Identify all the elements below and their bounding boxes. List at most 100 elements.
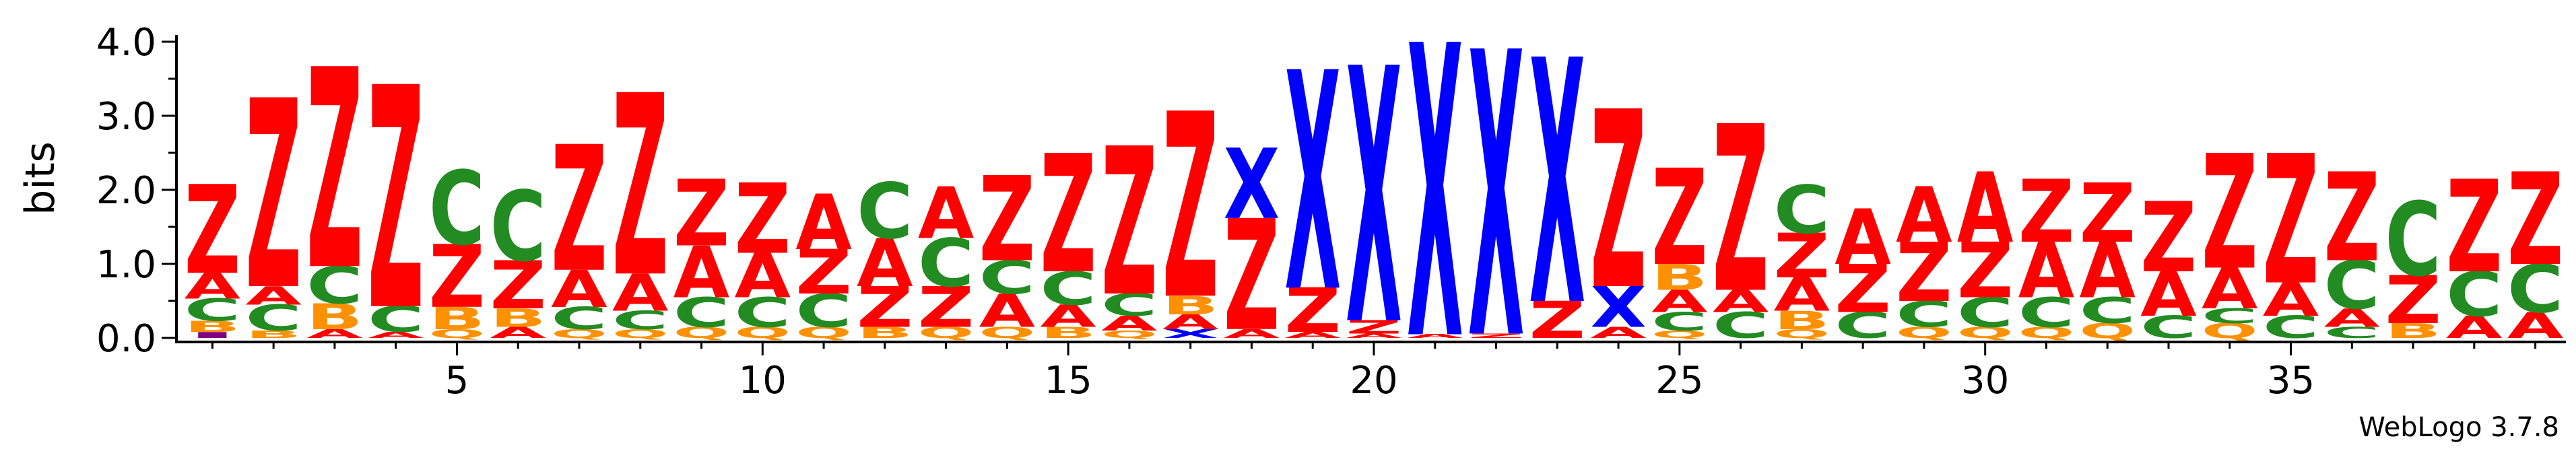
logo-letter-x: X xyxy=(1224,129,1280,241)
logo-letter-c: C xyxy=(2446,260,2503,331)
logo-letter-z: Z xyxy=(918,275,975,341)
logo-letter-z: Z xyxy=(245,45,302,347)
logo-letter-c: C xyxy=(1774,172,1830,248)
logo-letter-a: A xyxy=(795,179,852,268)
logo-letter-c: C xyxy=(2018,289,2075,337)
logo-letter-q: Q xyxy=(673,324,730,341)
logo-letter-a: A xyxy=(245,281,302,311)
logo-letter-c: C xyxy=(551,302,607,337)
logo-letter-z: Z xyxy=(2263,118,2319,325)
x-tick-label: 25 xyxy=(1655,359,1703,403)
x-tick-label: 10 xyxy=(739,359,787,403)
logo-letter-c: C xyxy=(857,168,913,256)
logo-letter-q: Q xyxy=(918,324,975,341)
logo-letter-a: A xyxy=(2140,260,2196,331)
logo-letter-b: B xyxy=(490,304,546,333)
x-axis-ticks: 5 10 15 20 25 30 35 xyxy=(211,342,2537,403)
logo-letter-c: C xyxy=(2079,290,2136,331)
logo-letter-z: Z xyxy=(795,238,851,308)
logo-letter-q: Q xyxy=(1651,329,1707,341)
logo-letter-a: A xyxy=(612,264,668,323)
logo-letter-z: Z xyxy=(1346,316,1402,338)
logo-letter-c: C xyxy=(612,306,669,335)
logo-letter-b: B xyxy=(1651,257,1707,298)
logo-letter-b: B xyxy=(857,324,913,341)
logo-letter-c: C xyxy=(1957,289,2014,337)
logo-letter-a: A xyxy=(2079,227,2136,316)
logo-letter-c: C xyxy=(490,171,546,283)
logo-letter-q: Q xyxy=(735,324,791,341)
logo-letter-z: Z xyxy=(612,42,669,333)
logo-letter-a: A xyxy=(368,331,424,340)
logo-letter-q: Q xyxy=(612,326,668,341)
logo-letter-x: X xyxy=(1529,0,1585,380)
logo-letter-c: C xyxy=(673,289,730,337)
logo-letter-c: C xyxy=(429,149,486,268)
logo-letter-z: Z xyxy=(735,163,791,276)
logo-letter-c: C xyxy=(1896,294,1952,335)
logo-letter-q: Q xyxy=(1957,324,2014,341)
logo-letter-q: Q xyxy=(979,324,1036,341)
logo-letter-a: A xyxy=(735,242,791,312)
logo-letter-c: C xyxy=(185,293,241,328)
logo-letter-a: A xyxy=(2446,310,2503,345)
logo-letter-z: Z xyxy=(1040,120,1096,310)
logo-letter-c: C xyxy=(1651,307,1708,337)
logo-letter-c: C xyxy=(368,299,424,340)
weblogo-credit: WebLogo 3.7.8 xyxy=(2358,412,2559,443)
logo-letter-a: A xyxy=(1896,172,1952,261)
logo-letter-z: Z xyxy=(1162,60,1219,356)
y-tick-label: 0.0 xyxy=(96,317,156,361)
logo-letter-c: C xyxy=(2140,310,2197,345)
logo-letter-a: A xyxy=(185,266,241,308)
logo-letter-z: Z xyxy=(1774,221,1830,292)
logo-letter-a: A xyxy=(1590,324,1646,341)
logo-letter-b: B xyxy=(2385,319,2441,343)
logo-letter-c: C xyxy=(245,298,302,339)
logo-letter-a: A xyxy=(2324,304,2381,333)
logo-letter-a: A xyxy=(979,285,1036,338)
logo-letter-x: X xyxy=(1162,326,1218,341)
logo-letter-c: C xyxy=(979,252,1036,305)
logo-letter-c: C xyxy=(2324,248,2381,324)
logo-letter-z: Z xyxy=(2140,182,2197,295)
logo-letter-a: A xyxy=(918,173,975,256)
logo-letter-z: Z xyxy=(1468,333,1525,340)
logo-letter-c: C xyxy=(2263,310,2319,345)
logo-letter-z: Z xyxy=(2507,146,2563,294)
logo-letter-z: Z xyxy=(1284,276,1340,347)
logo-letter-z: Z xyxy=(429,227,485,327)
logo-letter-z: Z xyxy=(979,151,1036,288)
logo-letter-i: I xyxy=(185,331,240,340)
logo-letter-z: Z xyxy=(1590,61,1647,344)
logo-letter-q: Q xyxy=(429,326,485,341)
logo-letter-z: Z xyxy=(2324,147,2380,289)
logo-letter-a: A xyxy=(1284,331,1341,340)
logo-letter-z: Z xyxy=(1896,226,1952,320)
logo-letter-z: Z xyxy=(185,160,240,302)
logo-letter-z: Z xyxy=(1101,105,1158,341)
y-tick-label: 3.0 xyxy=(96,95,156,139)
x-tick-label: 35 xyxy=(2267,359,2315,403)
logo-letter-b: B xyxy=(429,301,485,337)
y-tick-label: 2.0 xyxy=(96,169,156,213)
logo-letter-a: A xyxy=(857,226,913,302)
logo-letter-z: Z xyxy=(2446,153,2502,302)
logo-letter-a: A xyxy=(1162,310,1219,334)
logo-letter-z: Z xyxy=(306,11,363,331)
logo-letter-a: A xyxy=(673,232,730,315)
y-axis-title: bits xyxy=(17,141,64,215)
logo-letter-a: A xyxy=(2263,273,2319,326)
logo-letter-q: Q xyxy=(795,324,852,341)
logo-letter-z: Z xyxy=(1713,78,1769,344)
logo-letter-z: Z xyxy=(2385,263,2441,339)
logo-letter-a: A xyxy=(1774,269,1830,322)
x-tick-label: 20 xyxy=(1350,359,1397,403)
logo-letter-c: C xyxy=(1713,305,1769,346)
logo-letter-a: A xyxy=(306,326,363,341)
x-tick-label: 5 xyxy=(445,359,469,403)
logo-letter-q: Q xyxy=(2079,320,2135,343)
logo-letter-c: C xyxy=(795,285,852,338)
